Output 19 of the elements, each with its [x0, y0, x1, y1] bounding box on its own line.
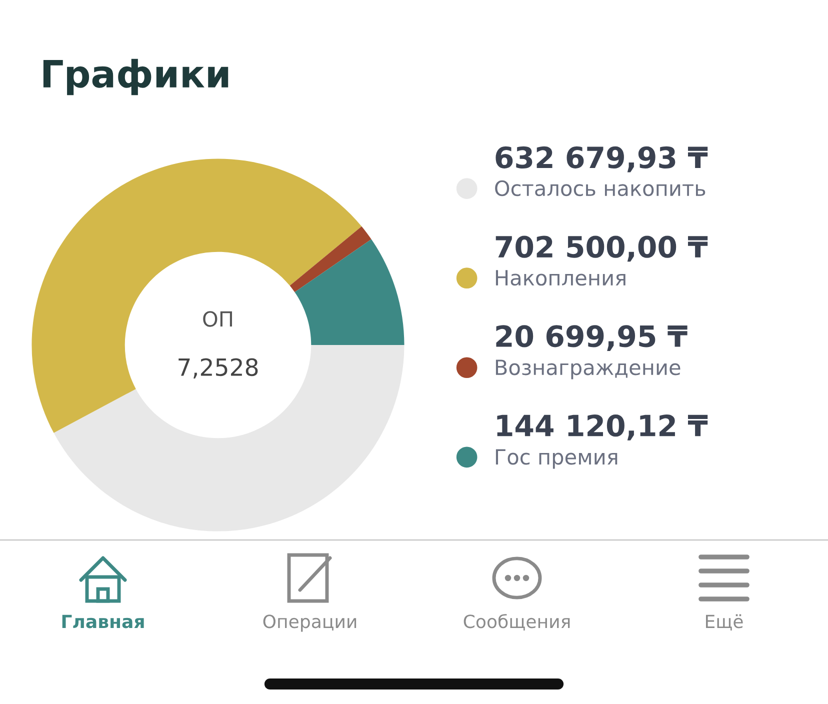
legend-label: Осталось накопить	[495, 180, 706, 196]
text: Ещё	[706, 614, 743, 630]
data-label: 632 679,93 ₸	[496, 146, 708, 172]
chart-title: Графики	[43, 58, 228, 96]
donut-slice	[32, 158, 362, 433]
data-label: 20 699,95 ₸	[496, 325, 688, 351]
text: Операции	[263, 614, 356, 632]
legend-label: Накопления	[496, 270, 626, 286]
legend-label: Гос премия	[496, 449, 618, 469]
text: Главная	[62, 614, 144, 628]
donut-slice	[290, 226, 372, 292]
donut-slice	[54, 345, 404, 532]
text: 7,2528	[178, 358, 258, 378]
data-label: 144 120,12 ₸	[497, 414, 708, 440]
text: ОП	[203, 311, 232, 327]
text: Сообщения	[464, 614, 570, 630]
legend-label: Вознаграждение	[496, 360, 680, 380]
data-label: 702 500,00 ₸	[496, 236, 708, 262]
donut-slice	[294, 239, 404, 345]
